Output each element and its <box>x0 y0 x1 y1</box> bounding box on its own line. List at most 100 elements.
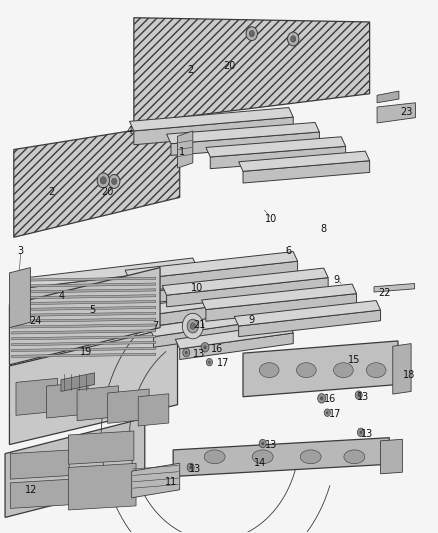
Polygon shape <box>138 394 169 426</box>
Circle shape <box>326 411 328 414</box>
Polygon shape <box>27 268 197 302</box>
Text: 8: 8 <box>321 224 327 235</box>
Polygon shape <box>10 268 160 365</box>
Polygon shape <box>10 268 30 328</box>
Polygon shape <box>125 252 297 280</box>
Polygon shape <box>68 431 134 464</box>
Circle shape <box>355 391 362 399</box>
Polygon shape <box>108 389 149 423</box>
Text: 24: 24 <box>29 316 42 326</box>
Text: 6: 6 <box>286 246 292 255</box>
Text: 22: 22 <box>379 288 391 298</box>
Ellipse shape <box>297 363 316 377</box>
Circle shape <box>288 32 299 46</box>
Text: 13: 13 <box>357 392 369 402</box>
Circle shape <box>183 349 190 357</box>
Polygon shape <box>381 439 403 474</box>
Polygon shape <box>166 123 319 144</box>
Circle shape <box>290 36 296 42</box>
Ellipse shape <box>252 450 273 464</box>
Text: 10: 10 <box>265 214 278 224</box>
Circle shape <box>100 176 106 184</box>
Text: 13: 13 <box>265 440 278 450</box>
Ellipse shape <box>334 363 353 377</box>
Polygon shape <box>377 91 399 103</box>
Polygon shape <box>61 373 95 391</box>
Text: 2: 2 <box>187 65 194 75</box>
Polygon shape <box>12 306 155 311</box>
Text: 20: 20 <box>102 187 114 197</box>
Polygon shape <box>12 342 155 346</box>
Text: 13: 13 <box>189 464 201 473</box>
Circle shape <box>109 174 120 188</box>
Text: 13: 13 <box>361 429 374 439</box>
Polygon shape <box>12 312 155 317</box>
Text: 1: 1 <box>179 147 185 157</box>
Polygon shape <box>12 283 155 287</box>
Circle shape <box>190 323 195 329</box>
Circle shape <box>259 439 266 448</box>
Polygon shape <box>14 123 180 237</box>
Polygon shape <box>201 284 357 310</box>
Circle shape <box>187 319 198 333</box>
Circle shape <box>246 27 258 41</box>
Text: 20: 20 <box>224 61 236 70</box>
Polygon shape <box>11 479 69 508</box>
Polygon shape <box>12 277 155 281</box>
Text: 16: 16 <box>324 394 336 405</box>
Polygon shape <box>12 330 155 334</box>
Polygon shape <box>112 303 237 332</box>
Text: 21: 21 <box>193 320 205 330</box>
Circle shape <box>185 351 187 354</box>
Polygon shape <box>206 294 357 321</box>
Text: 2: 2 <box>48 187 54 197</box>
Polygon shape <box>234 301 381 326</box>
Text: 5: 5 <box>89 305 95 315</box>
Polygon shape <box>239 310 381 337</box>
Polygon shape <box>10 326 177 445</box>
Circle shape <box>204 345 207 349</box>
Polygon shape <box>46 382 88 418</box>
Text: 12: 12 <box>25 485 37 495</box>
Text: 10: 10 <box>191 283 203 293</box>
Circle shape <box>189 466 192 469</box>
Text: 9: 9 <box>334 275 340 285</box>
Circle shape <box>97 173 110 188</box>
Ellipse shape <box>366 363 386 377</box>
Polygon shape <box>16 378 57 415</box>
Text: 11: 11 <box>165 477 177 487</box>
Circle shape <box>324 409 330 416</box>
Text: 18: 18 <box>403 370 415 381</box>
Polygon shape <box>108 294 237 320</box>
Polygon shape <box>162 268 328 295</box>
Polygon shape <box>393 344 411 394</box>
Polygon shape <box>374 284 415 292</box>
Circle shape <box>206 359 212 366</box>
Polygon shape <box>134 18 370 123</box>
Polygon shape <box>12 324 155 328</box>
Circle shape <box>182 313 203 339</box>
Text: 4: 4 <box>59 290 65 301</box>
Circle shape <box>112 178 117 184</box>
Polygon shape <box>12 353 155 358</box>
Circle shape <box>249 30 254 37</box>
Text: 7: 7 <box>152 321 159 331</box>
Circle shape <box>357 393 360 397</box>
Text: 16: 16 <box>211 344 223 354</box>
Text: 3: 3 <box>17 246 23 255</box>
Polygon shape <box>11 450 69 479</box>
Polygon shape <box>132 463 180 498</box>
Polygon shape <box>12 336 155 340</box>
Polygon shape <box>166 278 328 307</box>
Text: 13: 13 <box>193 349 205 359</box>
Circle shape <box>318 393 325 403</box>
Text: 17: 17 <box>217 358 230 368</box>
Circle shape <box>208 361 211 364</box>
Polygon shape <box>171 132 319 156</box>
Polygon shape <box>64 285 204 315</box>
Circle shape <box>201 343 209 352</box>
Polygon shape <box>68 463 136 510</box>
Polygon shape <box>210 147 346 168</box>
Polygon shape <box>77 386 119 421</box>
Polygon shape <box>12 289 155 293</box>
